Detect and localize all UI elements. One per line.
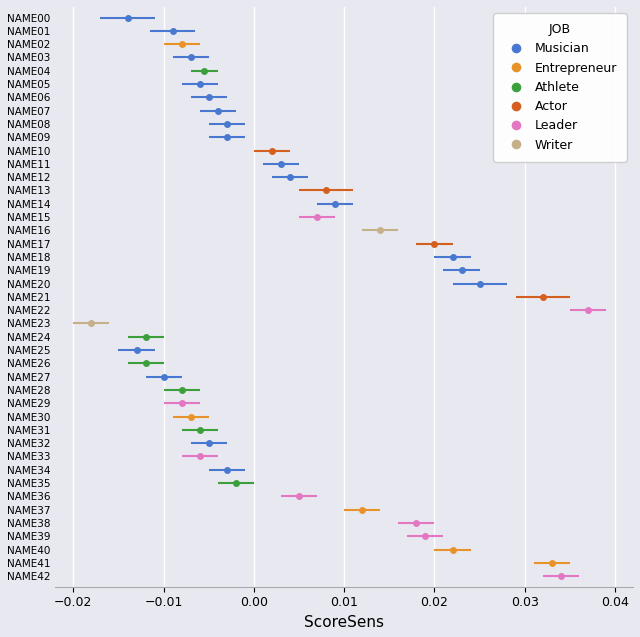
X-axis label: ScoreSens: ScoreSens bbox=[304, 615, 384, 630]
Legend: Musician, Entrepreneur, Athlete, Actor, Leader, Writer: Musician, Entrepreneur, Athlete, Actor, … bbox=[493, 13, 627, 162]
